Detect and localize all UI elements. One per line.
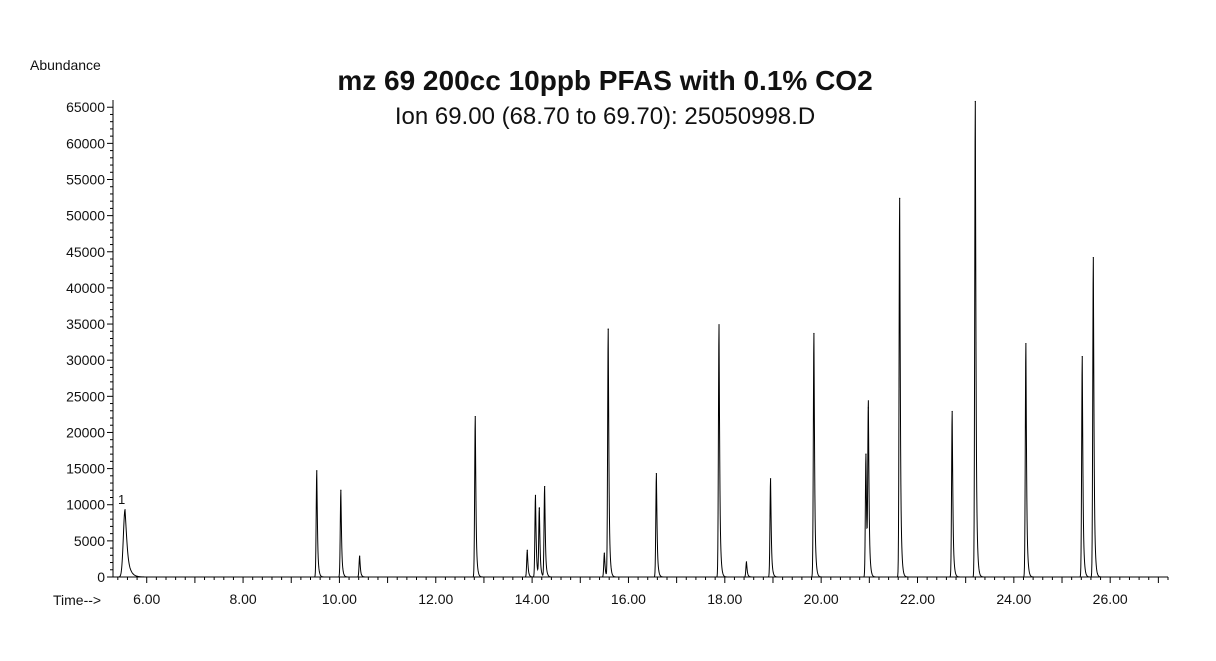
y-tick-label: 40000 [66, 280, 105, 296]
peak-point [951, 410, 953, 413]
y-tick-label: 30000 [66, 352, 105, 368]
peak-point [745, 561, 748, 563]
peak-point [769, 478, 772, 480]
peak-point [1025, 342, 1027, 345]
peak-point [340, 489, 342, 491]
chart-title: mz 69 200cc 10ppb PFAS with 0.1% CO2 [337, 65, 872, 96]
x-tick-label: 6.00 [133, 591, 160, 607]
peak-point [607, 328, 609, 330]
y-axis-ticks: 0 5000 10000 15000 20000 25000 30000 35000 40000… [66, 99, 113, 585]
y-tick-label: 35000 [66, 316, 105, 332]
x-tick-label: 16.00 [611, 591, 646, 607]
x-tick-label: 22.00 [900, 591, 935, 607]
peak-point [359, 555, 361, 557]
peak-point [538, 507, 540, 509]
peak-point [974, 100, 976, 103]
chromatogram-trace [113, 101, 1168, 578]
peak-point [1092, 256, 1094, 259]
x-tick-label: 26.00 [1093, 591, 1128, 607]
peak-point [813, 332, 815, 335]
x-axis-label: Time--> [53, 592, 101, 608]
x-tick-label: 10.00 [322, 591, 357, 607]
peak-point [899, 197, 901, 199]
x-tick-label: 12.00 [418, 591, 453, 607]
peak-point [718, 324, 720, 326]
x-tick-label: 8.00 [229, 591, 256, 607]
x-tick-label: 14.00 [515, 591, 550, 607]
y-tick-label: 50000 [66, 208, 105, 224]
peak-point [316, 470, 318, 472]
y-tick-label: 25000 [66, 388, 105, 404]
peak-point [544, 486, 546, 488]
peak-annotation-label: 1 [118, 492, 125, 507]
y-tick-label: 0 [97, 569, 105, 585]
peak-point [534, 494, 537, 496]
peak-point [603, 552, 605, 554]
peak-point [1081, 355, 1083, 358]
x-axis-ticks: 6.00 8.00 10.00 12.00 14.00 16.00 18.00 20.00 22… [117, 577, 1169, 607]
peak-point [655, 473, 657, 475]
x-tick-label: 24.00 [996, 591, 1031, 607]
peak-point [865, 453, 867, 455]
y-tick-label: 10000 [66, 497, 105, 513]
y-tick-label: 5000 [74, 533, 105, 549]
peak-point [124, 509, 126, 511]
y-axis-label: Abundance [30, 57, 101, 73]
x-tick-label: 18.00 [707, 591, 742, 607]
y-tick-label: 45000 [66, 244, 105, 260]
peak-markers [124, 100, 1094, 563]
peak-point [474, 415, 476, 418]
chart-subtitle: Ion 69.00 (68.70 to 69.70): 25050998.D [395, 103, 815, 130]
y-tick-label: 15000 [66, 461, 105, 477]
y-tick-label: 60000 [66, 135, 105, 151]
y-tick-label: 20000 [66, 424, 105, 440]
peak-point [867, 407, 869, 409]
y-tick-label: 65000 [66, 99, 105, 115]
peak-point [526, 549, 528, 551]
y-tick-label: 55000 [66, 172, 105, 188]
x-tick-label: 20.00 [804, 591, 839, 607]
